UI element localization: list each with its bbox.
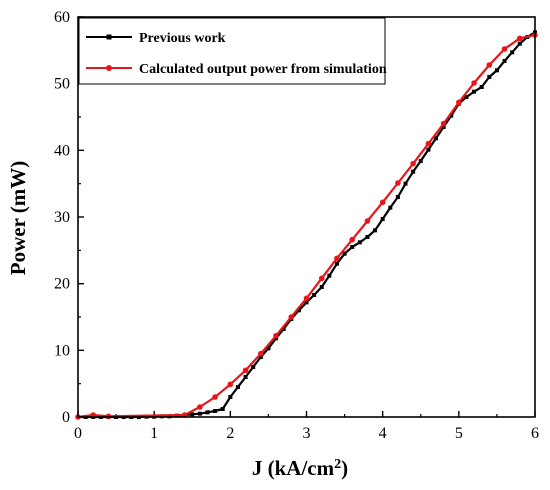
series-line-previous-work xyxy=(78,31,536,419)
series-previous-work xyxy=(76,30,537,419)
x-tick-label: 1 xyxy=(150,425,158,442)
y-tick-label: 10 xyxy=(54,342,70,359)
data-point-previous-work xyxy=(433,136,438,141)
data-point-previous-work xyxy=(190,412,195,417)
x-tick-label: 3 xyxy=(303,425,311,442)
legend-marker-simulation xyxy=(106,65,112,71)
data-point-simulation xyxy=(425,140,432,147)
x-tick-label: 2 xyxy=(226,425,234,442)
data-point-previous-work xyxy=(342,251,347,256)
x-axis-label: J (kA/cm2) xyxy=(252,456,348,480)
data-point-simulation xyxy=(349,236,356,243)
data-point-previous-work xyxy=(235,385,240,389)
data-point-previous-work xyxy=(403,181,408,186)
legend: Previous work Calculated output power fr… xyxy=(78,17,387,85)
data-point-previous-work xyxy=(213,409,218,413)
data-point-simulation xyxy=(258,350,264,357)
y-tick-labels: 0 10 20 30 40 50 60 xyxy=(54,9,70,426)
data-point-previous-work xyxy=(388,205,393,210)
data-point-previous-work xyxy=(441,125,446,129)
data-point-simulation xyxy=(364,218,371,224)
data-point-simulation xyxy=(197,404,203,410)
data-point-previous-work xyxy=(479,85,484,89)
data-point-simulation xyxy=(395,180,401,186)
data-point-previous-work xyxy=(373,228,378,233)
y-tick-label: 20 xyxy=(54,276,70,293)
data-point-previous-work xyxy=(517,41,522,46)
data-point-previous-work xyxy=(243,375,248,379)
data-point-previous-work xyxy=(251,365,256,369)
x-tick-labels: 0 1 2 3 4 5 6 xyxy=(74,425,539,442)
data-point-previous-work xyxy=(327,273,332,278)
plot-frame xyxy=(77,16,536,418)
legend-box xyxy=(78,17,386,85)
x-tick-label: 0 xyxy=(74,425,82,442)
data-point-previous-work xyxy=(449,113,454,118)
data-point-previous-work xyxy=(197,411,202,416)
legend-label-simulation: Calculated output power from simulation xyxy=(139,62,387,77)
series-line-simulation xyxy=(77,33,536,419)
data-point-previous-work xyxy=(357,240,362,245)
data-point-previous-work xyxy=(380,217,385,221)
x-tick-label: 6 xyxy=(531,425,539,442)
data-point-previous-work xyxy=(228,395,233,399)
data-point-simulation xyxy=(440,120,447,127)
data-point-previous-work xyxy=(487,75,492,79)
y-tick-label: 60 xyxy=(54,9,70,26)
y-tick-label: 30 xyxy=(54,209,70,226)
data-point-simulation xyxy=(288,314,295,320)
data-point-simulation xyxy=(242,367,249,374)
data-point-previous-work xyxy=(258,355,263,359)
legend-entry-previous-work: Previous work xyxy=(86,31,226,46)
data-point-previous-work xyxy=(464,95,469,99)
series-simulation xyxy=(75,32,538,420)
data-point-previous-work xyxy=(510,50,515,55)
data-point-previous-work xyxy=(296,308,301,313)
data-point-simulation xyxy=(501,46,508,52)
x-tick-label: 4 xyxy=(379,425,387,442)
data-point-previous-work xyxy=(220,407,225,411)
data-point-previous-work xyxy=(205,410,210,415)
data-point-simulation xyxy=(486,62,493,68)
data-point-simulation xyxy=(410,160,416,167)
data-point-simulation xyxy=(334,255,340,262)
data-point-previous-work xyxy=(502,59,507,63)
data-point-simulation xyxy=(318,275,325,282)
data-point-previous-work xyxy=(334,261,339,266)
data-point-simulation xyxy=(456,99,462,106)
y-tick-label: 40 xyxy=(54,142,70,159)
series-layer xyxy=(75,30,538,420)
y-tick-label: 50 xyxy=(54,76,70,93)
data-point-previous-work xyxy=(426,147,431,152)
data-point-simulation xyxy=(212,394,218,400)
data-point-previous-work xyxy=(304,300,309,305)
data-point-previous-work xyxy=(281,327,286,331)
data-point-previous-work xyxy=(365,235,370,239)
data-point-simulation xyxy=(379,199,386,206)
y-axis-label: Power (mW) xyxy=(6,161,30,276)
data-point-previous-work xyxy=(350,245,355,249)
data-point-previous-work xyxy=(472,89,477,94)
data-point-simulation xyxy=(273,332,279,339)
data-point-previous-work xyxy=(418,159,423,163)
data-point-previous-work xyxy=(411,169,416,174)
legend-label-previous-work: Previous work xyxy=(139,31,226,46)
data-point-previous-work xyxy=(312,293,317,297)
data-point-simulation xyxy=(303,295,310,302)
data-point-previous-work xyxy=(494,68,499,73)
data-point-previous-work xyxy=(266,346,271,351)
data-point-simulation xyxy=(227,381,234,388)
legend-entry-simulation: Calculated output power from simulation xyxy=(86,62,387,77)
data-point-previous-work xyxy=(395,195,400,199)
data-point-simulation xyxy=(471,80,477,86)
data-point-previous-work xyxy=(319,285,324,289)
legend-marker-previous-work xyxy=(106,34,112,40)
data-point-simulation xyxy=(516,35,523,42)
x-tick-label: 5 xyxy=(455,425,463,442)
y-tick-label: 0 xyxy=(62,409,70,426)
